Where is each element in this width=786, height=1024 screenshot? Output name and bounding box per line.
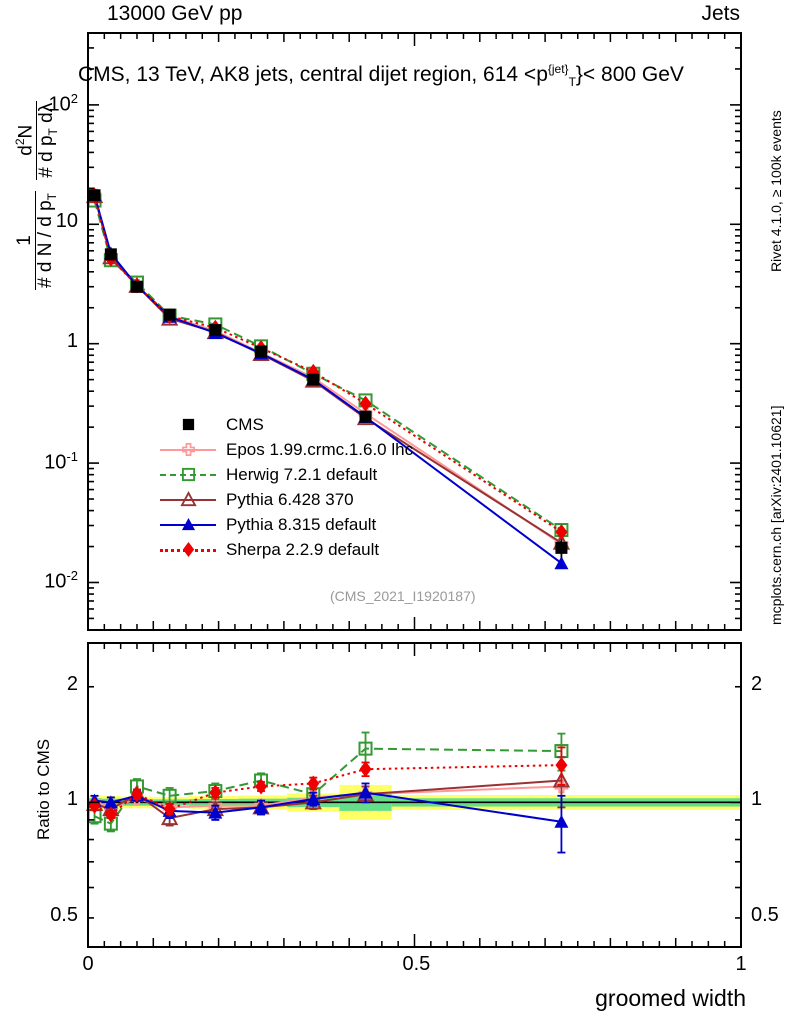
- legend-item-cms[interactable]: CMS: [160, 412, 413, 437]
- ratio-marker-sherpa: [255, 778, 268, 795]
- legend-key-herwig: [160, 464, 216, 486]
- ratio-marker-pythia6: [552, 771, 571, 788]
- main-marker-cms: [555, 541, 568, 554]
- ratio-marker-sherpa: [555, 757, 568, 774]
- main-marker-sherpa: [359, 395, 372, 412]
- legend-label-epos: Epos 1.99.crmc.1.6.0 lhc: [226, 439, 414, 459]
- legend-label-cms: CMS: [226, 414, 264, 434]
- legend-key-pythia8: [160, 514, 216, 536]
- ratio-marker-sherpa: [209, 784, 222, 801]
- legend-marker-glyph-herwig: [181, 467, 196, 481]
- ratio-marker-pythia8: [358, 785, 373, 799]
- legend-item-herwig[interactable]: Herwig 7.2.1 default: [160, 462, 413, 487]
- plot-title-sup: {jet}: [547, 62, 569, 76]
- x-axis-label: groomed width: [595, 985, 746, 1011]
- y-tick-label-ratio: 1: [66, 788, 78, 811]
- legend-marker-glyph-epos: [182, 442, 195, 456]
- legend-marker-glyph-sherpa: [182, 541, 195, 557]
- legend-item-sherpa[interactable]: Sherpa 2.2.9 default: [160, 537, 413, 562]
- main-panel-series: [85, 187, 571, 570]
- legend-label-herwig: Herwig 7.2.1 default: [226, 464, 378, 484]
- plot-legend: CMS Epos 1.99.crmc.1.6.0 lhc Herwig 7.2.1 …: [160, 412, 413, 562]
- ratio-marker-sherpa: [130, 786, 143, 803]
- legend-key-pythia6: [160, 489, 216, 511]
- legend-label-pythia8: Pythia 8.315 default: [226, 514, 377, 534]
- main-marker-cms: [130, 280, 143, 293]
- ratio-marker-pythia8: [554, 814, 569, 828]
- y-tick-label-ratio-right: 0.5: [751, 903, 779, 926]
- ratio-line-sherpa: [94, 764, 562, 816]
- legend-key-epos: [160, 439, 216, 461]
- analysis-id-watermark: (CMS_2021_I1920187): [330, 588, 476, 604]
- legend-item-pythia8[interactable]: Pythia 8.315 default: [160, 512, 413, 537]
- legend-marker-herwig: [181, 467, 196, 481]
- legend-item-epos[interactable]: Epos 1.99.crmc.1.6.0 lhc: [160, 437, 413, 462]
- legend-label-pythia6: Pythia 6.428 370: [226, 489, 354, 509]
- y-tick-label-main: 10: [55, 210, 78, 233]
- legend-marker-glyph-cms: [182, 418, 195, 430]
- y-tick-label-main: 102: [48, 90, 78, 116]
- axis-ticks: [87, 32, 742, 947]
- y-tick-label-ratio: 2: [66, 672, 78, 695]
- legend-marker-pythia6: [180, 490, 197, 506]
- main-marker-cms: [359, 410, 372, 423]
- header-collision-energy: 13000 GeV pp: [107, 2, 243, 25]
- legend-marker-cms: [182, 418, 195, 430]
- legend-key-sherpa: [160, 539, 216, 561]
- legend-line-pythia6: [160, 498, 216, 501]
- y-tick-label-ratio-right: 1: [751, 788, 763, 811]
- ratio-marker-sherpa: [163, 801, 176, 818]
- x-tick-label: 0.5: [402, 953, 431, 975]
- x-tick-label: 1: [735, 953, 747, 975]
- main-marker-cms: [307, 373, 320, 386]
- ratio-panel-series: [85, 731, 571, 854]
- y-tick-label-ratio: 0.5: [50, 903, 78, 926]
- legend-marker-glyph-pythia6: [180, 490, 197, 506]
- y-tick-label-main: 1: [66, 329, 78, 352]
- header-analysis-category: Jets: [701, 2, 740, 25]
- ratio-marker-sherpa: [104, 806, 117, 823]
- y-tick-label-main: 10-1: [44, 449, 78, 474]
- legend-key-cms: [160, 414, 216, 436]
- main-marker-cms: [88, 189, 101, 202]
- legend-line-epos: [160, 448, 216, 451]
- y-tick-label-ratio-right: 2: [751, 672, 763, 695]
- ratio-marker-pythia8: [306, 792, 321, 806]
- legend-item-pythia6[interactable]: Pythia 6.428 370: [160, 487, 413, 512]
- main-marker-cms: [104, 248, 117, 261]
- main-marker-cms: [209, 324, 222, 337]
- plot-title-sub: T: [568, 75, 576, 90]
- ratio-marker-sherpa: [359, 761, 372, 778]
- plot-title-pre: CMS, 13 TeV, AK8 jets, central dijet reg…: [78, 63, 548, 86]
- legend-marker-glyph-pythia8: [181, 517, 196, 530]
- plot-title-post: }< 800 GeV: [575, 63, 684, 86]
- legend-marker-sherpa: [182, 541, 195, 557]
- legend-label-sherpa: Sherpa 2.2.9 default: [226, 539, 380, 559]
- ratio-marker-pythia8: [254, 800, 269, 814]
- ratio-marker-herwig: [358, 741, 373, 756]
- main-marker-cms: [163, 308, 176, 321]
- main-marker-sherpa: [555, 523, 568, 540]
- plot-title: CMS, 13 TeV, AK8 jets, central dijet reg…: [78, 62, 684, 89]
- main-marker-cms: [255, 345, 268, 358]
- ratio-marker-pythia8: [103, 795, 118, 809]
- legend-marker-epos: [182, 442, 195, 456]
- y-tick-label-main: 10-2: [44, 568, 78, 594]
- main-marker-pythia8: [554, 556, 569, 570]
- ratio-marker-sherpa: [307, 775, 320, 792]
- legend-marker-pythia8: [181, 517, 196, 530]
- legend-line-herwig: [160, 473, 216, 476]
- x-tick-label: 0: [82, 953, 94, 975]
- ratio-marker-pythia8: [208, 805, 223, 819]
